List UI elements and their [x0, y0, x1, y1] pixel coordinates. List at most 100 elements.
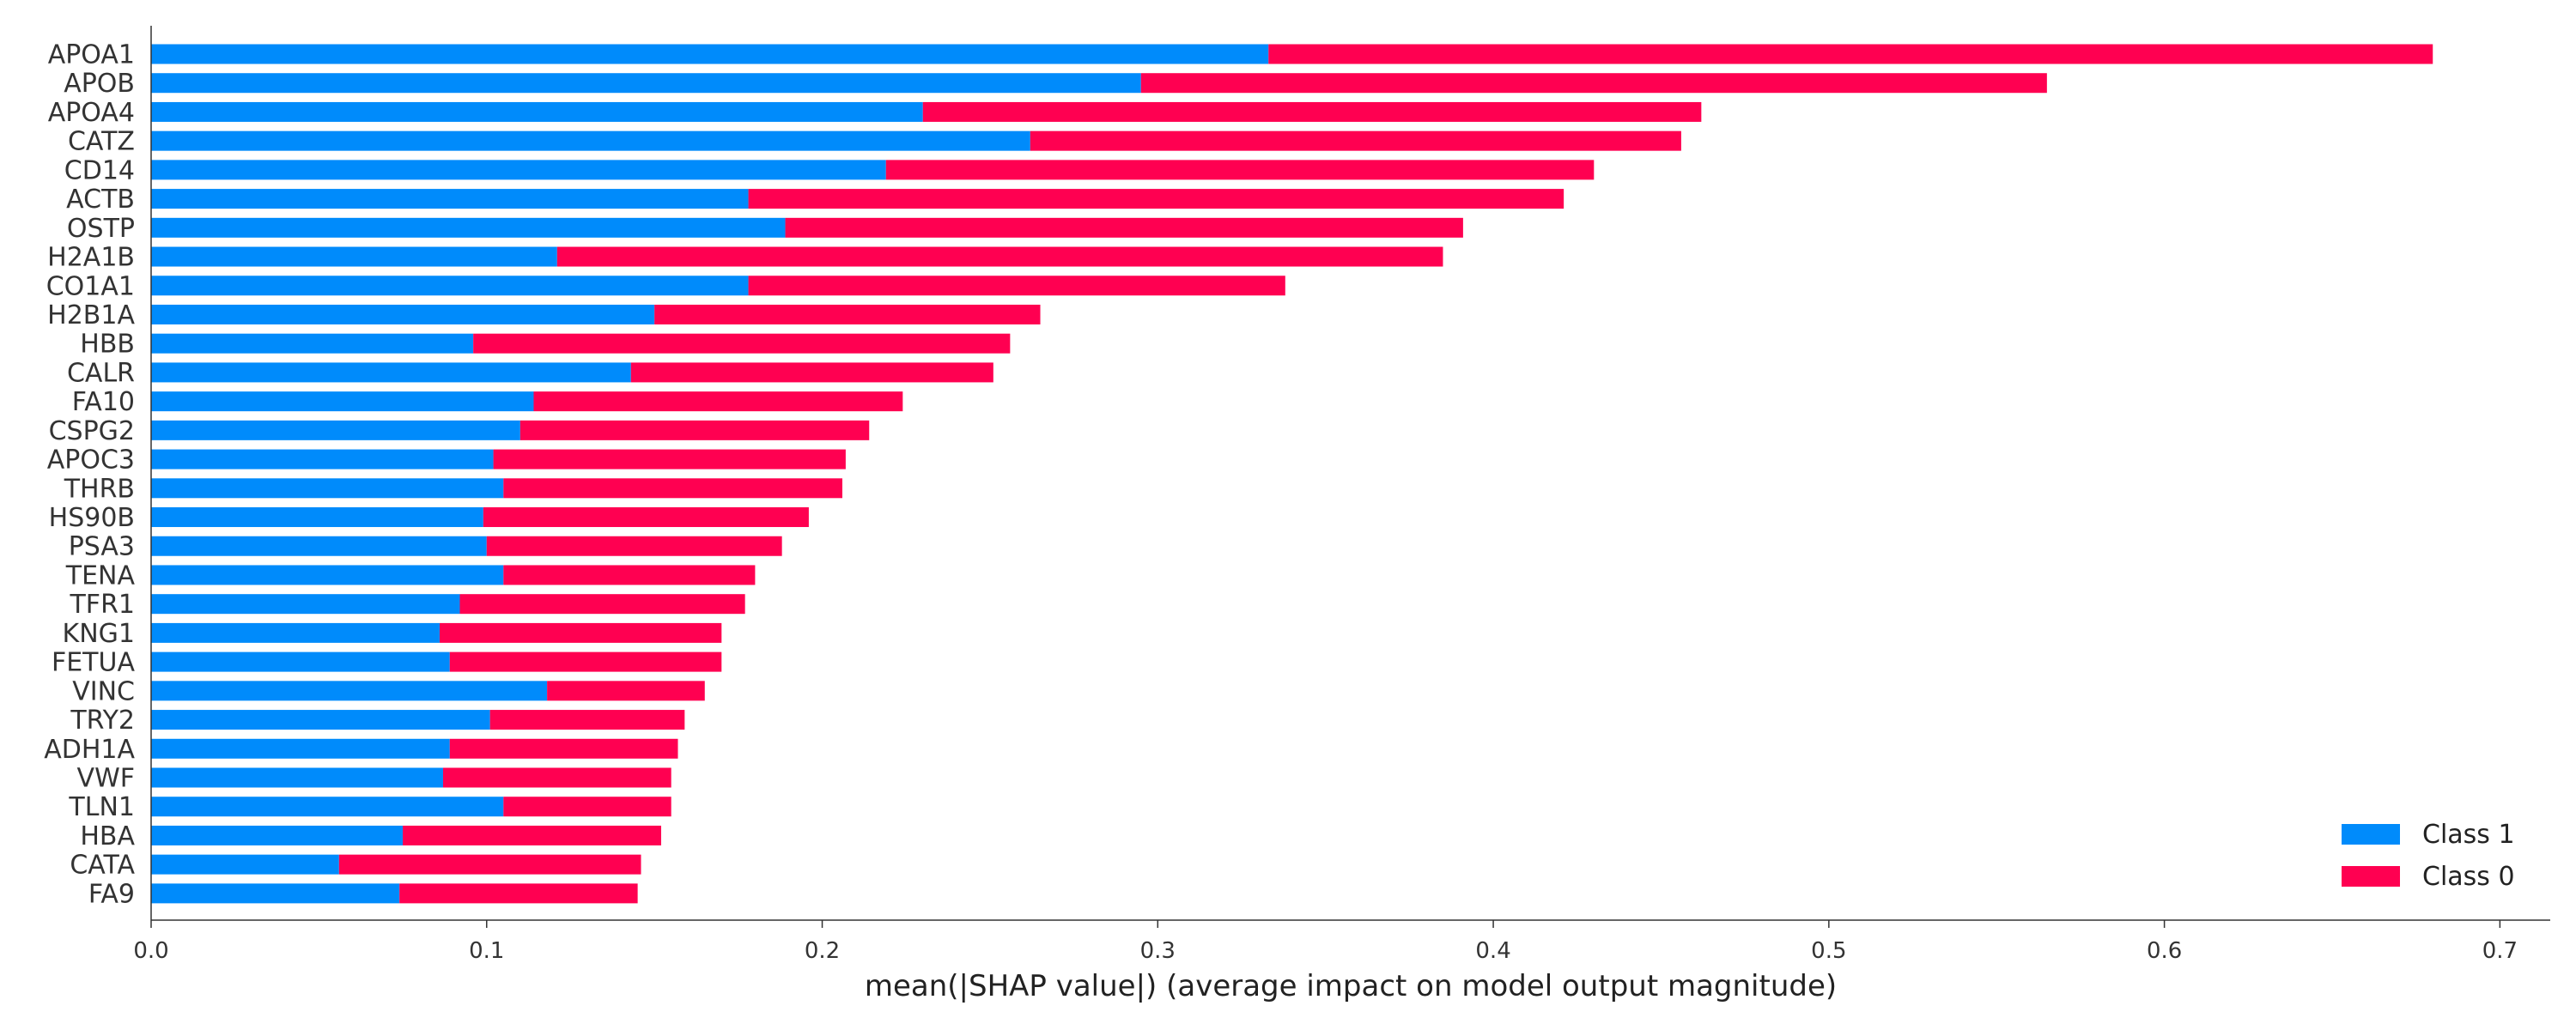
bar-tln1-class-1 — [151, 797, 504, 817]
x-tick-label: 0.6 — [2147, 938, 2182, 964]
bar-hs90b-class-1 — [151, 507, 483, 528]
bar-vinc-class-1 — [151, 681, 548, 701]
category-label-h2b1a: H2B1A — [47, 300, 135, 330]
bar-apoa4-class-1 — [151, 101, 923, 122]
bar-actb-class-0 — [748, 189, 1564, 209]
bar-apob-class-1 — [151, 73, 1141, 94]
category-label-tln1: TLN1 — [68, 792, 135, 822]
bar-hs90b-class-0 — [483, 507, 809, 528]
category-label-apoa4: APOA4 — [48, 98, 135, 128]
category-label-thrb: THRB — [64, 474, 135, 504]
legend: Class 1 Class 0 — [2342, 820, 2515, 892]
bar-h2a1b-class-0 — [556, 246, 1443, 267]
bar-tena-class-1 — [151, 565, 504, 585]
bar-apob-class-0 — [1140, 73, 2047, 94]
legend-label-class-1: Class 1 — [2422, 820, 2515, 850]
x-tick-label: 0.1 — [469, 938, 504, 964]
category-label-cspg2: CSPG2 — [49, 416, 135, 446]
category-label-apoc3: APOC3 — [47, 445, 135, 476]
category-label-hs90b: HS90B — [49, 503, 135, 533]
bar-h2b1a-class-0 — [654, 304, 1041, 324]
category-label-tena: TENA — [65, 560, 136, 591]
bar-adh1a-class-0 — [449, 738, 678, 759]
x-tick-label: 0.7 — [2482, 938, 2518, 964]
bar-cspg2-class-0 — [519, 420, 870, 440]
category-label-fetua: FETUA — [52, 648, 135, 678]
bar-cata-class-1 — [151, 854, 339, 875]
category-label-psa3: PSA3 — [69, 532, 135, 562]
x-tick-label: 0.4 — [1475, 938, 1510, 964]
bar-co1a1-class-1 — [151, 276, 749, 296]
x-ticks: 0.0 0.1 0.2 0.3 0.4 0.5 0.6 0.7 — [133, 920, 2518, 964]
bar-co1a1-class-0 — [748, 276, 1285, 296]
category-label-h2a1b: H2A1B — [47, 243, 135, 273]
category-label-cd14: CD14 — [64, 155, 135, 185]
bar-fetua-class-0 — [449, 651, 722, 672]
bar-tln1-class-0 — [503, 797, 671, 817]
bar-hbb-class-1 — [151, 333, 474, 354]
bar-thrb-class-0 — [503, 478, 842, 499]
bar-catz-class-0 — [1030, 130, 1681, 151]
category-label-hbb: HBB — [80, 330, 135, 360]
bar-try2-class-1 — [151, 710, 490, 730]
category-label-kng1: KNG1 — [63, 619, 135, 649]
category-labels: APOA1APOBAPOA4CATZCD14ACTBOSTPH2A1BCO1A1… — [44, 40, 135, 910]
category-label-co1a1: CO1A1 — [46, 271, 135, 301]
bars-layer — [151, 44, 2433, 904]
bar-cata-class-0 — [338, 854, 641, 875]
category-label-fa10: FA10 — [72, 387, 135, 417]
bar-apoa4-class-0 — [922, 101, 1702, 122]
bar-kng1-class-0 — [440, 622, 722, 643]
x-tick-label: 0.2 — [805, 938, 840, 964]
bar-hba-class-1 — [151, 825, 404, 845]
bar-cd14-class-0 — [885, 160, 1595, 180]
legend-swatch-class-0 — [2342, 866, 2400, 887]
bar-hba-class-0 — [403, 825, 661, 845]
bar-cspg2-class-1 — [151, 420, 520, 440]
bar-apoc3-class-1 — [151, 449, 494, 470]
bar-fa10-class-1 — [151, 391, 534, 412]
bar-fa9-class-0 — [399, 883, 638, 904]
bar-kng1-class-1 — [151, 622, 440, 643]
bar-tfr1-class-1 — [151, 594, 460, 615]
category-label-catz: CATZ — [68, 127, 135, 157]
legend-label-class-0: Class 0 — [2422, 862, 2515, 892]
x-tick-label: 0.3 — [1140, 938, 1176, 964]
category-label-adh1a: ADH1A — [44, 735, 135, 765]
category-label-tfr1: TFR1 — [69, 590, 135, 620]
bar-psa3-class-1 — [151, 536, 487, 556]
category-label-apob: APOB — [64, 69, 135, 99]
bar-h2a1b-class-1 — [151, 246, 557, 267]
bar-apoc3-class-0 — [493, 449, 846, 470]
bar-tena-class-0 — [503, 565, 756, 585]
bar-ostp-class-1 — [151, 217, 786, 238]
legend-swatch-class-1 — [2342, 824, 2400, 845]
category-label-cata: CATA — [70, 851, 135, 881]
bar-adh1a-class-1 — [151, 738, 450, 759]
category-label-apoa1: APOA1 — [48, 40, 135, 70]
x-tick-label: 0.0 — [133, 938, 168, 964]
bar-calr-class-1 — [151, 362, 631, 383]
bar-cd14-class-1 — [151, 160, 886, 180]
category-label-actb: ACTB — [66, 185, 135, 215]
bar-vwf-class-0 — [442, 767, 671, 788]
bar-h2b1a-class-1 — [151, 304, 655, 324]
bar-thrb-class-1 — [151, 478, 504, 499]
axes — [150, 26, 2550, 921]
bar-psa3-class-0 — [486, 536, 782, 556]
bar-fetua-class-1 — [151, 651, 450, 672]
category-label-vwf: VWF — [77, 764, 135, 794]
bar-apoa1-class-0 — [1268, 44, 2433, 64]
bar-tfr1-class-0 — [459, 594, 745, 615]
bar-try2-class-0 — [489, 710, 685, 730]
bar-calr-class-0 — [630, 362, 993, 383]
category-label-calr: CALR — [67, 358, 135, 388]
x-tick-label: 0.5 — [1811, 938, 1846, 964]
bar-hbb-class-0 — [473, 333, 1011, 354]
category-label-hba: HBA — [80, 821, 135, 851]
bar-apoa1-class-1 — [151, 44, 1269, 64]
bar-vwf-class-1 — [151, 767, 443, 788]
category-label-vinc: VINC — [72, 676, 135, 706]
